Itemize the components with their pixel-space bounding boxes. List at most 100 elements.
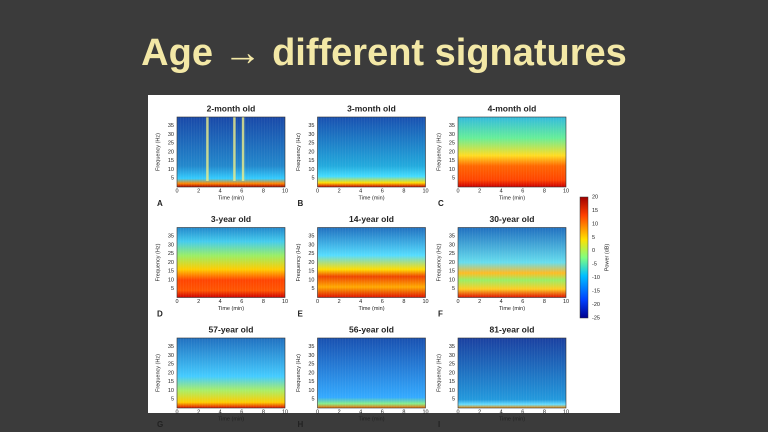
spectrogram xyxy=(177,117,285,187)
x-tick-label: 2 xyxy=(338,299,341,305)
x-tick-label: 8 xyxy=(402,188,405,194)
x-tick-label: 0 xyxy=(456,299,459,305)
y-tick-label: 5 xyxy=(311,397,314,403)
y-tick-label: 15 xyxy=(449,379,455,385)
y-axis-label: Frequency (Hz) xyxy=(155,133,161,171)
x-tick-label: 4 xyxy=(219,299,222,305)
x-axis-label: Time (min) xyxy=(218,195,244,201)
x-axis-label: Time (min) xyxy=(358,306,384,312)
y-tick-label: 30 xyxy=(168,132,174,138)
y-tick-label: 35 xyxy=(449,344,455,350)
x-tick-label: 0 xyxy=(316,188,319,194)
artifact xyxy=(206,117,209,181)
y-tick-label: 20 xyxy=(168,149,174,155)
spectrogram xyxy=(317,227,426,298)
panel-letter: C xyxy=(438,199,444,208)
panel-letter: H xyxy=(298,420,304,429)
y-tick-label: 35 xyxy=(308,123,314,129)
panel-title: 3-year old xyxy=(211,214,251,224)
y-tick-label: 15 xyxy=(168,379,174,385)
spectrogram xyxy=(177,338,285,408)
plot-frame xyxy=(176,116,286,188)
y-tick-label: 20 xyxy=(168,260,174,266)
y-tick-label: 15 xyxy=(308,158,314,164)
x-tick-label: 4 xyxy=(359,409,362,415)
y-axis-label: Frequency (Hz) xyxy=(155,354,161,392)
x-tick-label: 4 xyxy=(500,409,503,415)
y-tick-label: 5 xyxy=(311,176,314,182)
y-tick-label: 5 xyxy=(171,286,174,292)
x-tick-label: 8 xyxy=(262,188,265,194)
y-tick-label: 10 xyxy=(308,388,314,394)
y-tick-label: 5 xyxy=(311,286,314,292)
panel-title: 81-year old xyxy=(490,324,535,334)
y-tick-label: 25 xyxy=(449,141,455,147)
y-tick-label: 35 xyxy=(449,234,455,240)
x-tick-label: 4 xyxy=(500,299,503,305)
panel-letter: D xyxy=(157,310,163,319)
y-axis-label: Frequency (Hz) xyxy=(436,133,442,171)
colorbar-tick-label: 15 xyxy=(592,208,598,214)
y-tick-label: 20 xyxy=(168,370,174,376)
x-tick-label: 4 xyxy=(359,299,362,305)
x-tick-label: 8 xyxy=(543,188,546,194)
x-tick-label: 0 xyxy=(456,188,459,194)
x-tick-label: 8 xyxy=(543,299,546,305)
x-tick-label: 10 xyxy=(422,409,428,415)
panel-title: 2-month old xyxy=(207,103,256,113)
plot-frame xyxy=(317,337,426,409)
x-tick-label: 6 xyxy=(521,299,524,305)
colorbar-tick-label: 20 xyxy=(592,194,598,200)
panel-title: 57-year old xyxy=(209,324,254,334)
y-tick-label: 10 xyxy=(168,167,174,173)
x-tick-label: 10 xyxy=(282,188,288,194)
x-tick-label: 2 xyxy=(478,299,481,305)
panel-title: 30-year old xyxy=(490,214,535,224)
x-tick-label: 10 xyxy=(282,409,288,415)
y-tick-label: 35 xyxy=(308,234,314,240)
y-tick-label: 25 xyxy=(168,362,174,368)
x-tick-label: 0 xyxy=(175,299,178,305)
x-tick-label: 8 xyxy=(262,299,265,305)
y-tick-label: 25 xyxy=(449,362,455,368)
spectrogram xyxy=(177,227,285,298)
artifact xyxy=(241,117,245,181)
y-tick-label: 10 xyxy=(168,388,174,394)
x-tick-label: 4 xyxy=(500,188,503,194)
y-tick-label: 30 xyxy=(308,242,314,248)
y-axis-label: Frequency (Hz) xyxy=(436,243,442,281)
y-tick-label: 25 xyxy=(308,251,314,257)
x-axis-label: Time (min) xyxy=(358,195,384,201)
spectrogram xyxy=(317,338,426,408)
y-tick-label: 15 xyxy=(308,269,314,275)
y-tick-label: 20 xyxy=(449,149,455,155)
y-tick-label: 15 xyxy=(168,158,174,164)
panel-letter: G xyxy=(157,420,163,429)
panel-letter: B xyxy=(298,199,304,208)
y-tick-label: 5 xyxy=(452,286,455,292)
colorbar-label: Power (dB) xyxy=(604,244,610,272)
y-tick-label: 10 xyxy=(449,167,455,173)
y-tick-label: 35 xyxy=(308,344,314,350)
y-tick-label: 30 xyxy=(449,353,455,359)
x-tick-label: 6 xyxy=(381,299,384,305)
colorbar xyxy=(579,196,589,319)
y-tick-label: 5 xyxy=(452,176,455,182)
y-tick-label: 30 xyxy=(168,353,174,359)
panel-letter: F xyxy=(438,310,443,319)
spectrogram xyxy=(317,117,426,187)
y-tick-label: 10 xyxy=(308,277,314,283)
plot-frame xyxy=(457,116,567,188)
plot-frame xyxy=(176,337,286,409)
x-tick-label: 8 xyxy=(543,409,546,415)
spectrogram xyxy=(458,117,566,187)
y-tick-label: 20 xyxy=(308,149,314,155)
x-axis-label: Time (min) xyxy=(499,195,525,201)
y-tick-label: 20 xyxy=(449,260,455,266)
y-tick-label: 30 xyxy=(308,353,314,359)
x-tick-label: 10 xyxy=(422,188,428,194)
y-tick-label: 25 xyxy=(449,251,455,257)
plot-frame xyxy=(457,227,567,298)
